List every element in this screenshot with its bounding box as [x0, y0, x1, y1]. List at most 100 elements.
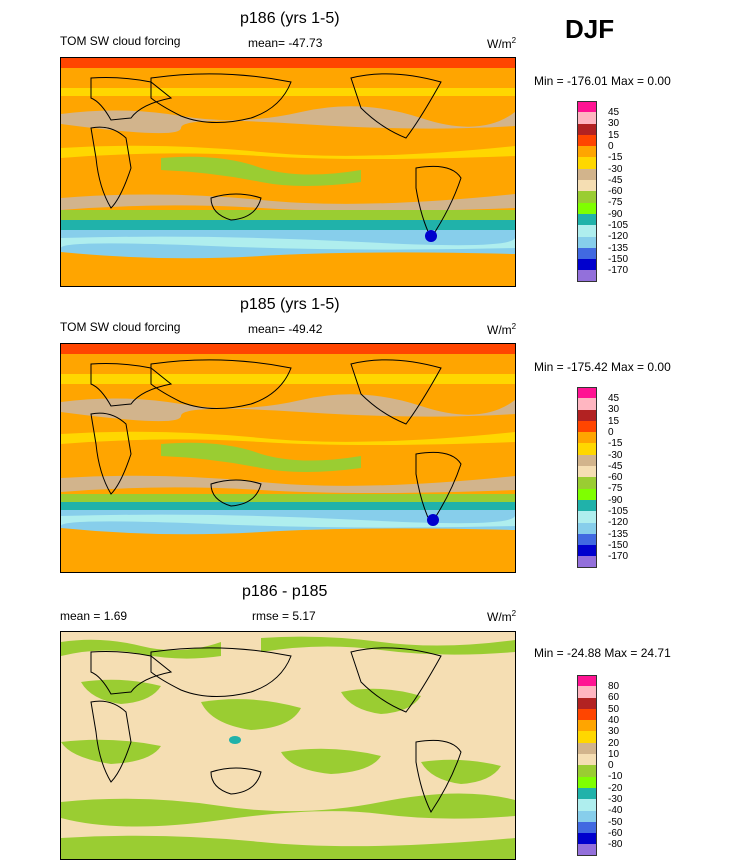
panel2-colorbar	[577, 387, 597, 568]
panel1-colorbar	[577, 101, 597, 282]
colorbar-tick-label: -50	[608, 816, 623, 828]
colorbar-tick-label: 80	[608, 681, 620, 692]
colorbar-swatch	[577, 697, 597, 709]
colorbar-swatch	[577, 454, 597, 467]
panel2-left-label: TOM SW cloud forcing	[60, 320, 181, 334]
panel2-band-south-teal	[61, 502, 515, 512]
colorbar-swatch	[577, 754, 597, 766]
panel3-diff-spot	[229, 736, 241, 744]
colorbar-tick-label: -15	[608, 438, 623, 450]
colorbar-swatch	[577, 821, 597, 834]
colorbar-swatch	[577, 511, 597, 523]
panel3-diff-patch	[201, 699, 301, 730]
colorbar-tick-label: -20	[608, 782, 623, 794]
panel2-band-southern-light	[61, 514, 515, 528]
colorbar-swatch	[577, 787, 597, 800]
panel2-band-south-mid	[61, 494, 515, 502]
panel2-minmax: Min = -175.42 Max = 0.00	[534, 360, 671, 374]
panel3-coast-africa	[90, 700, 132, 783]
panel1-band-south-mid	[61, 210, 515, 220]
panel1-band-north-mid	[61, 88, 515, 96]
colorbar-tick-label: -45	[608, 460, 623, 472]
panel2-band-tropic-north	[61, 431, 515, 445]
colorbar-swatch	[577, 443, 597, 455]
colorbar-swatch	[577, 432, 597, 444]
colorbar-tick-label: 50	[608, 703, 620, 715]
colorbar-swatch	[577, 387, 597, 399]
panel2-coast-europe	[90, 363, 173, 407]
panel2-band-north-storm	[61, 394, 515, 422]
colorbar-tick-label: -15	[608, 152, 623, 164]
colorbar-tick-label: -40	[608, 805, 623, 817]
colorbar-tick-label: 15	[608, 415, 620, 427]
panel2-title: p185 (yrs 1-5)	[240, 296, 340, 313]
colorbar-tick-label: -135	[608, 528, 629, 540]
panel3-diff-patch	[81, 679, 161, 704]
colorbar-tick-label: 0	[608, 760, 614, 772]
panel1-band-south-teal	[61, 220, 515, 230]
colorbar-tick-label: -80	[608, 839, 623, 851]
panel1-coast-asia	[150, 73, 292, 124]
panel2-units: W/m2	[487, 322, 517, 337]
colorbar-tick-label: -105	[608, 220, 629, 231]
panel2-coast-asia	[150, 359, 292, 410]
panel3-coast-europe	[90, 651, 173, 695]
panel1-coast-north-america	[350, 73, 442, 139]
colorbar-swatch	[577, 270, 597, 282]
panel2-minimum-spot	[427, 514, 439, 526]
colorbar-swatch	[577, 213, 597, 226]
colorbar-tick-label: 45	[608, 107, 620, 118]
panel2-mean-label: mean= -49.42	[248, 322, 323, 336]
panel1-coast-europe	[90, 77, 173, 121]
colorbar-swatch	[577, 708, 597, 721]
colorbar-tick-label: 40	[608, 714, 620, 726]
colorbar-swatch	[577, 720, 597, 732]
panel1-units: W/m2	[487, 36, 517, 51]
colorbar-swatch	[577, 191, 597, 203]
colorbar-swatch	[577, 742, 597, 755]
colorbar-tick-label: 60	[608, 692, 620, 704]
colorbar-tick-label: 0	[608, 426, 614, 438]
colorbar-swatch	[577, 123, 597, 135]
colorbar-tick-label: -150	[608, 253, 629, 265]
colorbar-tick-label: 30	[608, 118, 620, 130]
colorbar-tick-label: -60	[608, 827, 623, 839]
colorbar-tick-label: 0	[608, 140, 614, 152]
colorbar-swatch	[577, 522, 597, 534]
panel1-minmax: Min = -176.01 Max = 0.00	[534, 74, 671, 88]
colorbar-swatch	[577, 202, 597, 214]
panel1-polar-band-north	[61, 58, 515, 68]
panel3-rmse-label: rmse = 5.17	[252, 609, 316, 623]
panel2-coast-australia	[210, 479, 262, 507]
panel1-band-subarctic	[61, 68, 515, 88]
colorbar-swatch	[577, 799, 597, 811]
colorbar-swatch	[577, 180, 597, 192]
colorbar-swatch	[577, 765, 597, 777]
panel3-coast-north-america	[350, 647, 442, 713]
panel3-colorbar	[577, 675, 597, 856]
panel3-coast-south-america	[415, 739, 462, 813]
panel1-band-tropic-north	[61, 145, 515, 159]
colorbar-swatch	[577, 247, 597, 260]
colorbar-tick-label: -30	[608, 163, 623, 175]
colorbar-swatch	[577, 556, 597, 568]
panel1-map	[60, 57, 516, 287]
colorbar-swatch	[577, 101, 597, 113]
colorbar-swatch	[577, 398, 597, 410]
panel2-polar-band-north	[61, 344, 515, 354]
panel1-band-itcz	[161, 156, 361, 186]
colorbar-tick-label: -30	[608, 794, 623, 805]
panel1-coast-australia	[210, 193, 262, 221]
colorbar-swatch	[577, 168, 597, 181]
colorbar-swatch	[577, 134, 597, 147]
colorbar-tick-label: -75	[608, 483, 623, 495]
colorbar-swatch	[577, 236, 597, 248]
panel2-band-itcz	[161, 442, 361, 472]
colorbar-tick-label: -105	[608, 506, 629, 517]
colorbar-tick-label: -60	[608, 472, 623, 484]
colorbar-tick-label: -75	[608, 197, 623, 209]
panel1-band-south-subtropic	[61, 194, 515, 211]
colorbar-tick-label: -30	[608, 449, 623, 461]
colorbar-tick-label: -10	[608, 771, 623, 783]
colorbar-swatch	[577, 844, 597, 856]
